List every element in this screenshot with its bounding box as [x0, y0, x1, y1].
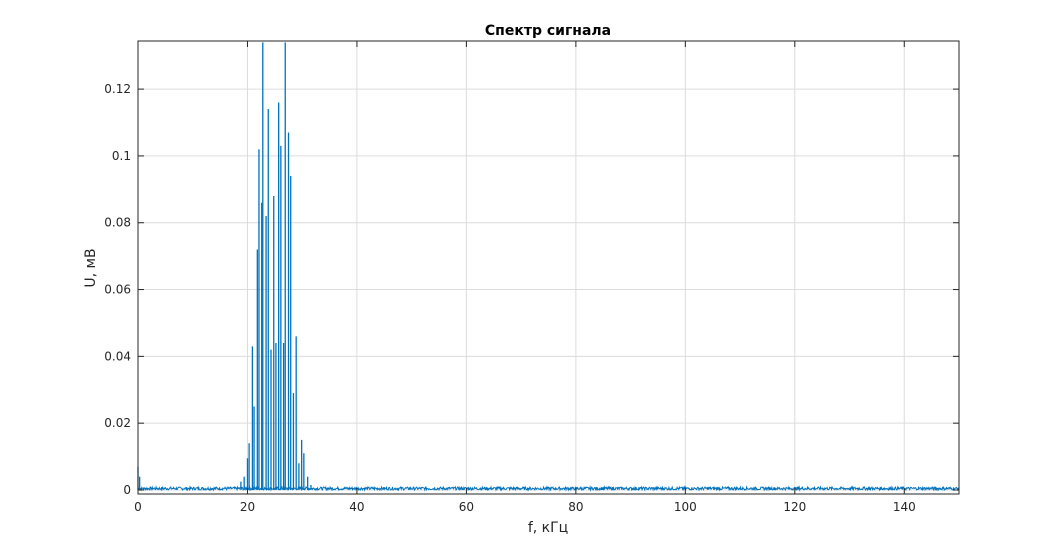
x-axis-label: f, кГц — [528, 520, 568, 536]
x-tick-label: 0 — [134, 500, 142, 514]
x-tick-label: 40 — [349, 500, 364, 514]
y-axis-label: U, мВ — [83, 248, 99, 287]
y-tick-label: 0.08 — [104, 216, 131, 230]
x-tick-label: 100 — [674, 500, 697, 514]
plot-frame — [137, 40, 960, 495]
spectrum-peaks — [137, 42, 312, 490]
x-tick-label: 120 — [783, 500, 806, 514]
y-tick-label: 0.1 — [112, 149, 131, 163]
noise-floor-line — [137, 485, 960, 492]
y-tick-label: 0.12 — [104, 82, 131, 96]
y-tick-label: 0.06 — [104, 283, 131, 297]
y-tick-label: 0.04 — [104, 349, 131, 363]
chart-title: Спектр сигнала — [485, 23, 611, 39]
noise-floor — [137, 485, 960, 492]
plot-area — [138, 41, 959, 494]
x-tick-label: 80 — [568, 500, 583, 514]
y-tick-label: 0 — [123, 483, 131, 497]
x-tick-label: 140 — [893, 500, 916, 514]
x-tick-label: 20 — [240, 500, 255, 514]
axis-ticks: 0 20 40 60 80 100 120 140 0 0.02 0.04 0.06 0.08 0.1 0.… — [104, 41, 959, 514]
y-tick-label: 0.02 — [104, 416, 131, 430]
x-tick-label: 60 — [459, 500, 474, 514]
